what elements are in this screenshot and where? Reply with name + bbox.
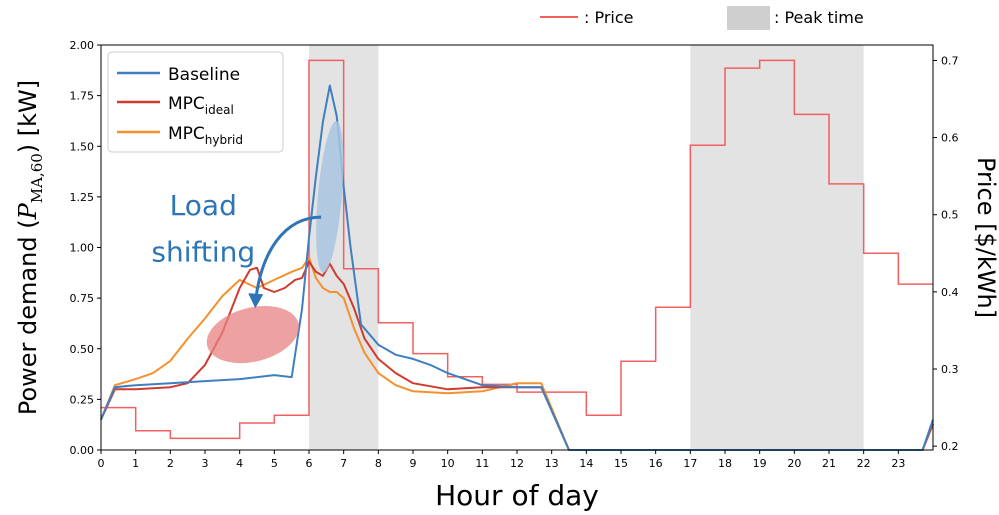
- top-legend-peak-label: : Peak time: [774, 8, 864, 27]
- y-left-tick-label: 1.50: [70, 140, 95, 153]
- x-tick-label: 2: [167, 457, 174, 470]
- y-left-tick-label: 1.75: [70, 90, 95, 103]
- x-tick-label: 13: [545, 457, 559, 470]
- y-left-tick-label: 0.25: [70, 393, 95, 406]
- load-shift-arrowhead: [248, 293, 264, 309]
- y-left-tick-label: 1.25: [70, 191, 95, 204]
- x-tick-label: 8: [375, 457, 382, 470]
- x-tick-label: 6: [306, 457, 313, 470]
- x-tick-label: 19: [753, 457, 767, 470]
- peak-source-ellipse: [316, 121, 344, 273]
- y-right-tick-label: 0.4: [941, 286, 959, 299]
- annotation-text-load: Load: [170, 189, 237, 222]
- price-step-line: [101, 59, 933, 440]
- x-tick-label: 3: [202, 457, 209, 470]
- y-right-tick-label: 0.2: [941, 440, 959, 453]
- x-tick-label: 1: [132, 457, 139, 470]
- y-left-tick-label: 0.50: [70, 343, 95, 356]
- legend-box: [107, 51, 284, 153]
- price-line: [101, 59, 933, 440]
- y-left-tick-label: 2.00: [70, 39, 95, 52]
- x-tick-label: 4: [236, 457, 243, 470]
- plot-axes: 0 1 2 3 4 5 6 7 8 9 10 11 12 13 14 15 16 17 18 19 20 21 22 230.…: [70, 39, 959, 470]
- x-tick-label: 20: [787, 457, 801, 470]
- x-tick-label: 17: [683, 457, 697, 470]
- y-left-label-prefix: Power demand (: [14, 219, 42, 415]
- x-tick-label: 18: [718, 457, 732, 470]
- y-left-label-suffix: ) [kW]: [14, 80, 42, 153]
- top-legend: : Price : Peak time: [540, 6, 864, 30]
- x-tick-label: 15: [614, 457, 628, 470]
- legend-label-subscript: ideal: [205, 103, 234, 117]
- legend-label-subscript: hybrid: [205, 133, 243, 147]
- legend-label: Baseline: [168, 65, 240, 85]
- y-left-label-sub: MA,60: [28, 153, 46, 203]
- peak-time-band: [690, 45, 864, 450]
- y-right-tick-label: 0.7: [941, 54, 959, 67]
- y-right-axis-label: Price [$/kWh]: [972, 157, 999, 318]
- y-left-tick-label: 1.00: [70, 242, 95, 255]
- x-tick-label: 14: [579, 457, 593, 470]
- x-tick-label: 11: [475, 457, 489, 470]
- y-right-tick-label: 0.5: [941, 209, 959, 222]
- load-shifting-annotation: Load shifting: [151, 121, 344, 364]
- axis-labels: Hour of day Power demand (PMA,60) [kW] Pri…: [14, 80, 999, 512]
- x-tick-label: 10: [441, 457, 455, 470]
- top-legend-peak-swatch: [727, 6, 770, 30]
- annotation-text-shifting: shifting: [151, 236, 255, 269]
- load-shift-target-ellipse: [206, 306, 299, 364]
- y-left-tick-label: 0.00: [70, 444, 95, 457]
- y-left-label-var: P: [14, 202, 42, 220]
- x-axis-label: Hour of day: [435, 479, 599, 512]
- y-right-tick-label: 0.6: [941, 132, 959, 145]
- x-tick-label: 22: [857, 457, 871, 470]
- x-tick-label: 7: [340, 457, 347, 470]
- x-tick-label: 5: [271, 457, 278, 470]
- mpc-ideal-line: [100, 260, 934, 451]
- load-shift-arrow: [253, 215, 322, 305]
- top-legend-price-label: : Price: [584, 8, 634, 27]
- x-tick-label: 23: [891, 457, 905, 470]
- peak-time-shading: [309, 45, 864, 450]
- x-tick-label: 21: [822, 457, 836, 470]
- x-tick-label: 0: [98, 457, 105, 470]
- y-left-tick-label: 0.75: [70, 292, 95, 305]
- x-tick-label: 12: [510, 457, 524, 470]
- x-tick-label: 9: [410, 457, 417, 470]
- y-left-axis-label: Power demand (PMA,60) [kW]: [14, 80, 46, 415]
- x-tick-label: 16: [649, 457, 663, 470]
- y-right-tick-label: 0.3: [941, 363, 959, 376]
- mpc-hybrid-line: [100, 256, 934, 451]
